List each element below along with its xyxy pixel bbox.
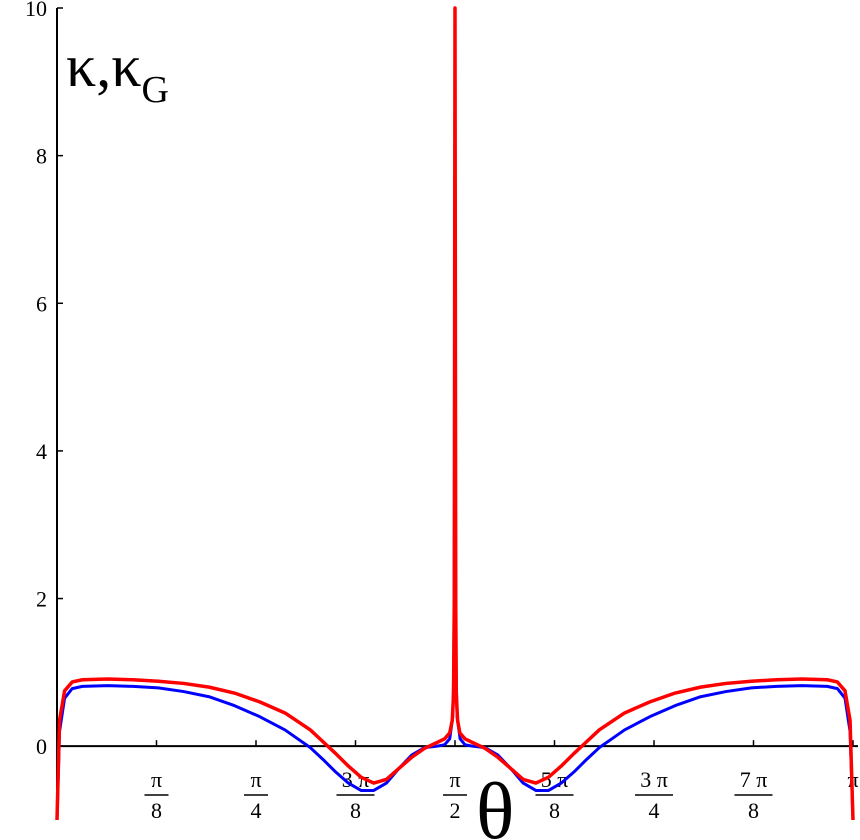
x-tick-label: π2 bbox=[443, 767, 468, 823]
x-tick-label: π4 bbox=[244, 767, 269, 823]
x-tick-denominator: 8 bbox=[350, 798, 361, 823]
y-tick-label: 8 bbox=[36, 144, 47, 169]
x-tick-denominator: 8 bbox=[748, 798, 759, 823]
y-tick-label: 0 bbox=[36, 734, 47, 759]
x-tick-denominator: 4 bbox=[251, 798, 262, 823]
series bbox=[55, 6, 855, 821]
series-line-red bbox=[55, 6, 855, 821]
y-tick-label: 4 bbox=[36, 439, 47, 464]
x-tick-numerator: π bbox=[151, 767, 162, 792]
x-tick-numerator: π bbox=[449, 767, 460, 792]
x-tick-numerator: 3 π bbox=[640, 767, 668, 792]
x-tick-numerator: 7 π bbox=[740, 767, 768, 792]
y-axis-label: κ,κG bbox=[66, 33, 169, 111]
x-tick-denominator: 8 bbox=[549, 798, 560, 823]
x-tick-denominator: 2 bbox=[450, 798, 461, 823]
y-tick-label: 2 bbox=[36, 587, 47, 612]
x-tick-label: 3 π8 bbox=[336, 767, 375, 823]
y-tick-label: 10 bbox=[25, 0, 47, 21]
x-tick-label: 3 π4 bbox=[635, 767, 674, 823]
y-ticks: 0 2 4 6 8 10 bbox=[25, 0, 63, 759]
y-tick-label: 6 bbox=[36, 291, 47, 316]
x-tick-label: 7 π8 bbox=[734, 767, 773, 823]
x-tick-label: π8 bbox=[144, 767, 169, 823]
x-axis-label: θ bbox=[476, 768, 514, 840]
x-tick-denominator: 4 bbox=[649, 798, 660, 823]
x-tick-numerator: π bbox=[250, 767, 261, 792]
axes bbox=[56, 8, 858, 820]
x-tick-denominator: 8 bbox=[151, 798, 162, 823]
